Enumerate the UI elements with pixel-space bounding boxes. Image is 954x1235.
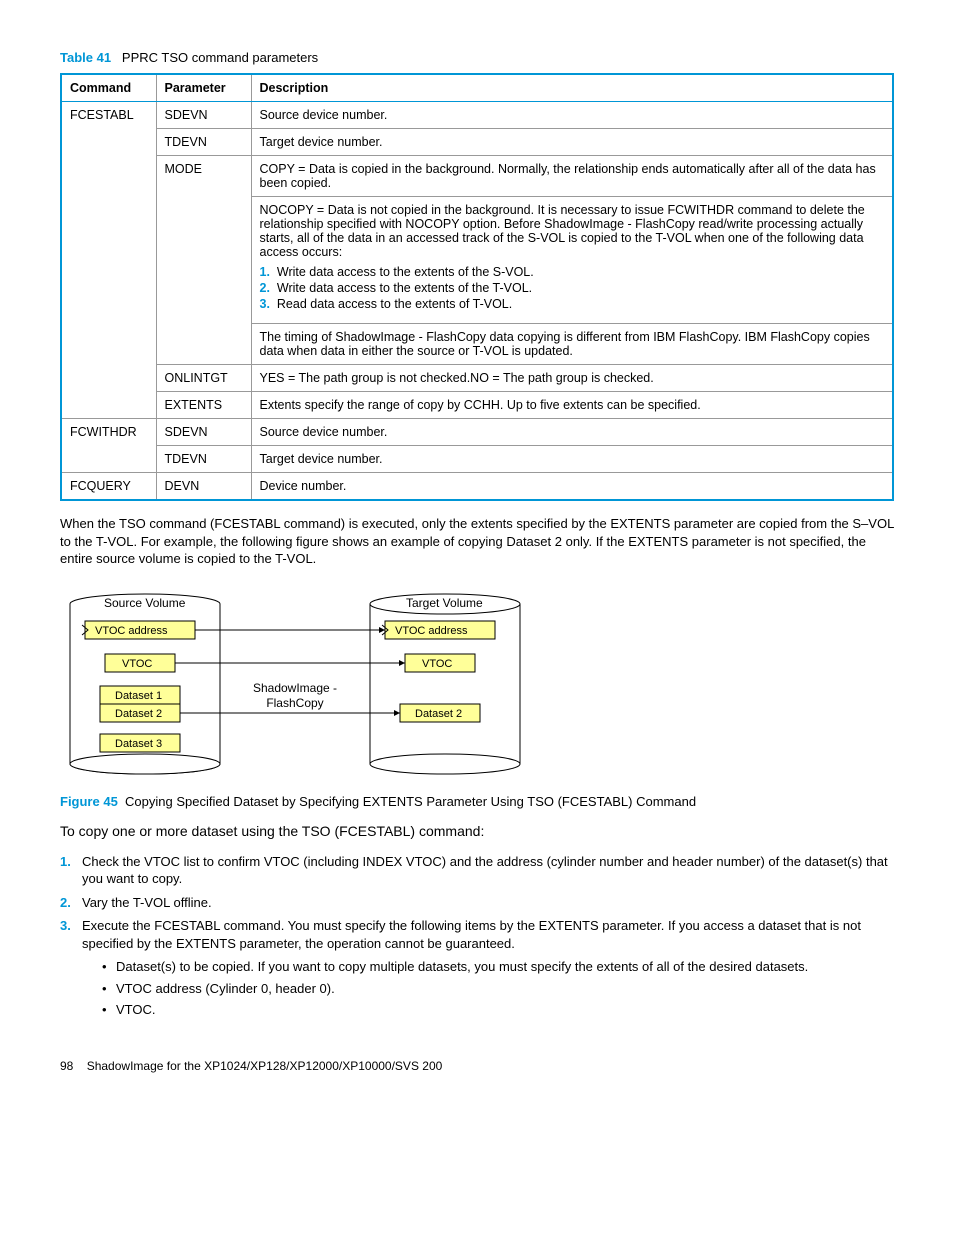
cmd-fcwithdr: FCWITHDR [61, 419, 156, 446]
desc-mode-nocopy: NOCOPY = Data is not copied in the backg… [251, 197, 893, 324]
tgt-vtoc-addr: VTOC address [395, 625, 468, 637]
param-tdevn2: TDEVN [156, 446, 251, 473]
desc-tdevn2: Target device number. [251, 446, 893, 473]
table-label: Table 41 [60, 50, 111, 65]
table-row: ONLINTGT YES = The path group is not che… [61, 365, 893, 392]
src-vtoc: VTOC [122, 658, 152, 670]
table-title: PPRC TSO command parameters [122, 50, 318, 65]
bullet-2: VTOC address (Cylinder 0, header 0). [102, 980, 894, 998]
body-paragraph: When the TSO command (FCESTABL command) … [60, 515, 894, 568]
desc-sdevn2: Source device number. [251, 419, 893, 446]
src-d3: Dataset 3 [115, 738, 162, 750]
list-item: 2. Write data access to the extents of t… [260, 281, 885, 295]
extents-diagram: Source Volume VTOC address VTOC Dataset … [60, 586, 894, 786]
src-vtoc-addr: VTOC address [95, 625, 168, 637]
tgt-d2: Dataset 2 [415, 708, 462, 720]
table-row: FCQUERY DEVN Device number. [61, 473, 893, 501]
figure-caption: Figure 45 Copying Specified Dataset by S… [60, 794, 894, 809]
param-sdevn: SDEVN [156, 102, 251, 129]
col-command: Command [61, 74, 156, 102]
params-table: Command Parameter Description FCESTABL S… [60, 73, 894, 501]
page-footer: 98 ShadowImage for the XP1024/XP128/XP12… [60, 1059, 894, 1073]
step-2-text: Vary the T-VOL offline. [82, 895, 212, 910]
desc-onlintgt: YES = The path group is not checked.NO =… [251, 365, 893, 392]
table-row: FCESTABL SDEVN Source device number. [61, 102, 893, 129]
figure-label: Figure 45 [60, 794, 118, 809]
desc-devn: Device number. [251, 473, 893, 501]
page-number: 98 [60, 1059, 73, 1073]
bullet-1: Dataset(s) to be copied. If you want to … [102, 958, 894, 976]
param-tdevn: TDEVN [156, 129, 251, 156]
list-item: 1. Write data access to the extents of t… [260, 265, 885, 279]
table-caption: Table 41 PPRC TSO command parameters [60, 50, 894, 65]
mode-li1: Write data access to the extents of the … [277, 265, 534, 279]
step-2: 2.Vary the T-VOL offline. [60, 894, 894, 912]
bullet-3: VTOC. [102, 1001, 894, 1019]
tgt-vol-label: Target Volume [406, 596, 483, 610]
param-sdevn2: SDEVN [156, 419, 251, 446]
src-d1: Dataset 1 [115, 690, 162, 702]
mid-label-1: ShadowImage - [253, 681, 337, 695]
table-row: The timing of ShadowImage - FlashCopy da… [61, 324, 893, 365]
mid-label-2: FlashCopy [266, 696, 323, 710]
table-row: TDEVN Target device number. [61, 129, 893, 156]
lead-sentence: To copy one or more dataset using the TS… [60, 823, 894, 839]
src-d2: Dataset 2 [115, 708, 162, 720]
step-1: 1.Check the VTOC list to confirm VTOC (i… [60, 853, 894, 888]
step-3: 3.Execute the FCESTABL command. You must… [60, 917, 894, 1019]
param-extents: EXTENTS [156, 392, 251, 419]
table-row: MODE COPY = Data is copied in the backgr… [61, 156, 893, 197]
param-devn: DEVN [156, 473, 251, 501]
desc-tdevn: Target device number. [251, 129, 893, 156]
col-description: Description [251, 74, 893, 102]
step-3-text: Execute the FCESTABL command. You must s… [82, 918, 861, 951]
figure-title: Copying Specified Dataset by Specifying … [125, 794, 696, 809]
desc-extents: Extents specify the range of copy by CCH… [251, 392, 893, 419]
steps-list: 1.Check the VTOC list to confirm VTOC (i… [60, 853, 894, 1019]
desc-mode-copy: COPY = Data is copied in the background.… [251, 156, 893, 197]
desc-sdevn: Source device number. [251, 102, 893, 129]
table-row: EXTENTS Extents specify the range of cop… [61, 392, 893, 419]
mode-li2: Write data access to the extents of the … [277, 281, 532, 295]
param-mode: MODE [156, 156, 251, 197]
src-vol-label: Source Volume [104, 596, 186, 610]
tgt-vtoc: VTOC [422, 658, 452, 670]
col-parameter: Parameter [156, 74, 251, 102]
cmd-fcestabl: FCESTABL [61, 102, 156, 129]
footer-title: ShadowImage for the XP1024/XP128/XP12000… [87, 1059, 443, 1073]
mode-nocopy-para: NOCOPY = Data is not copied in the backg… [260, 203, 885, 259]
cmd-fcquery: FCQUERY [61, 473, 156, 501]
mode-li3: Read data access to the extents of T-VOL… [277, 297, 512, 311]
table-row: NOCOPY = Data is not copied in the backg… [61, 197, 893, 324]
table-row: TDEVN Target device number. [61, 446, 893, 473]
param-onlintgt: ONLINTGT [156, 365, 251, 392]
step-3-bullets: Dataset(s) to be copied. If you want to … [82, 958, 894, 1019]
step-1-text: Check the VTOC list to confirm VTOC (inc… [82, 854, 888, 887]
table-header-row: Command Parameter Description [61, 74, 893, 102]
list-item: 3. Read data access to the extents of T-… [260, 297, 885, 311]
table-row: FCWITHDR SDEVN Source device number. [61, 419, 893, 446]
desc-mode-timing: The timing of ShadowImage - FlashCopy da… [251, 324, 893, 365]
